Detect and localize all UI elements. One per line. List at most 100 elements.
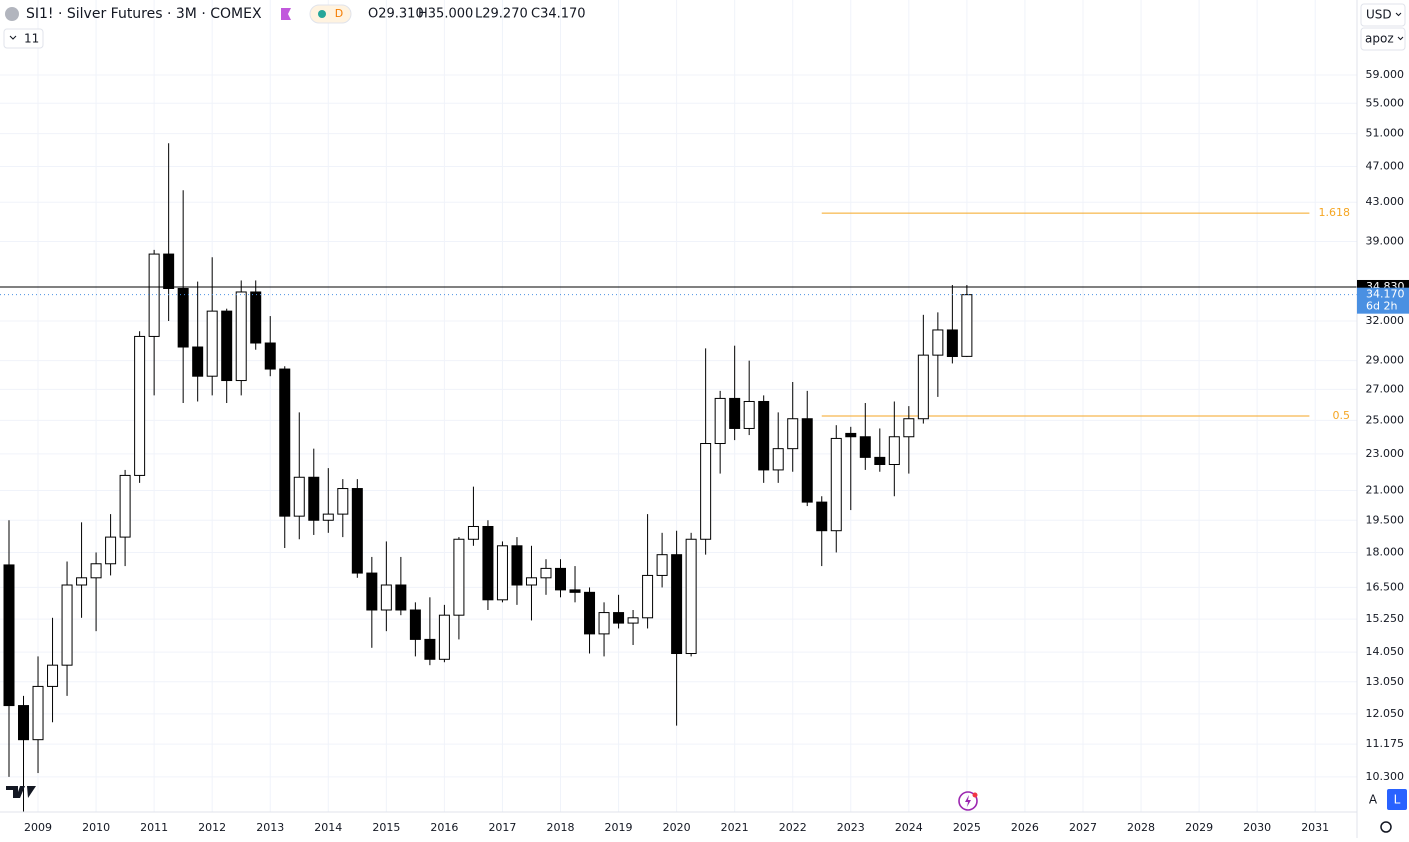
indicators-toggle[interactable] [3,28,44,49]
x-tick-label: 2031 [1301,821,1329,834]
candle-body [598,612,610,635]
price-label-box [1357,287,1409,314]
plot-area [0,143,1357,812]
ohlc-close: C34.170 [531,7,586,22]
auto-button[interactable] [1363,789,1383,810]
symbol-title[interactable]: SI1! · Silver Futures · 3M · COMEX [26,6,262,22]
candle-body [903,418,915,438]
y-tick-label: 32.000 [1366,314,1405,327]
candle-body [221,310,233,382]
currency-button[interactable] [1360,3,1406,27]
x-tick-label: 2014 [314,821,342,834]
ohlc-open: O29.310 [368,7,424,22]
axes: 2009 2010 2011 2012 2013 2014 2015 2016 2017 2018… [24,68,1409,834]
x-tick-label: 2013 [256,821,284,834]
candle-body [801,418,813,503]
y-tick-label: 11.175 [1366,737,1405,750]
candle-body [627,617,639,624]
auto-label: A [1369,793,1378,807]
candle-body [758,400,770,471]
candle-body [337,488,349,515]
candle-body [453,538,465,616]
scale-button[interactable] [1360,27,1406,51]
x-tick-label: 2010 [82,821,110,834]
y-tick-label: 27.000 [1366,382,1405,395]
candle-body [874,456,886,465]
x-tick-label: 2026 [1011,821,1039,834]
y-tick-label: 47.000 [1366,159,1405,172]
y-tick-label: 12.050 [1366,707,1405,720]
candle-body [279,368,291,517]
x-tick-label: 2024 [895,821,923,834]
candle-body [888,436,900,465]
candle-body [134,335,146,476]
x-tick-label: 2012 [198,821,226,834]
log-button[interactable] [1387,789,1407,810]
ohlc-high: H35.000 [418,7,473,22]
candle-body [467,525,479,540]
candle-body [772,448,784,471]
status-badge[interactable] [309,4,352,24]
candle-body [32,685,44,741]
candle-body [424,638,436,660]
candle-body [192,346,204,377]
x-tick-label: 2015 [372,821,400,834]
candle-body [830,437,842,532]
events-icon[interactable] [958,791,978,811]
candle-body [235,291,247,382]
y-tick-label: 25.000 [1366,413,1405,426]
chevron [9,35,17,40]
x-tick-label: 2029 [1185,821,1213,834]
fib-level-label: 1.618 [1319,206,1351,219]
candle-body [148,253,160,337]
y-tick-label: 10.300 [1366,770,1405,783]
candle-body [932,329,944,356]
candle-body [163,253,175,289]
y-tick-label: 55.000 [1366,96,1405,109]
candle-body [119,474,131,538]
logo[interactable] [6,786,36,798]
candle-body [177,287,189,348]
x-tick-label: 2009 [24,821,52,834]
price-label: 34.170 [1366,288,1405,301]
candle-body [917,354,929,420]
candle-body [642,574,654,619]
candle-body [845,432,857,438]
candle-body [395,584,407,611]
candle-body [496,545,508,601]
candle-body [380,584,392,611]
candle-body [105,536,117,565]
candle-body [729,397,741,429]
candle-body [293,476,305,517]
candle-body [787,418,799,450]
x-tick-label: 2016 [430,821,458,834]
candle-body [613,612,625,624]
y-tick-label: 29.000 [1366,354,1405,367]
y-tick-label: 15.250 [1366,612,1405,625]
candle-body [61,584,73,666]
settings-icon[interactable] [1380,821,1392,833]
badge-label: D [335,7,343,20]
x-tick-label: 2023 [837,821,865,834]
symbol-icon [5,7,19,21]
candle-body [47,664,59,687]
flag-icon[interactable] [281,8,291,20]
candle-body [525,577,537,586]
candle-body [3,564,15,707]
y-tick-label: 23.000 [1366,447,1405,460]
candle-body [18,705,30,741]
candle-body [351,488,363,574]
candle-body [700,443,712,540]
status-dot [318,10,326,18]
candle-body [714,397,726,445]
chevron [1397,36,1404,41]
chevron [1395,12,1402,17]
x-tick-label: 2021 [721,821,749,834]
candle-body [816,501,828,532]
x-tick-label: 2019 [605,821,633,834]
candle-body [264,342,276,370]
candle-body [206,310,218,377]
x-tick-label: 2018 [547,821,575,834]
